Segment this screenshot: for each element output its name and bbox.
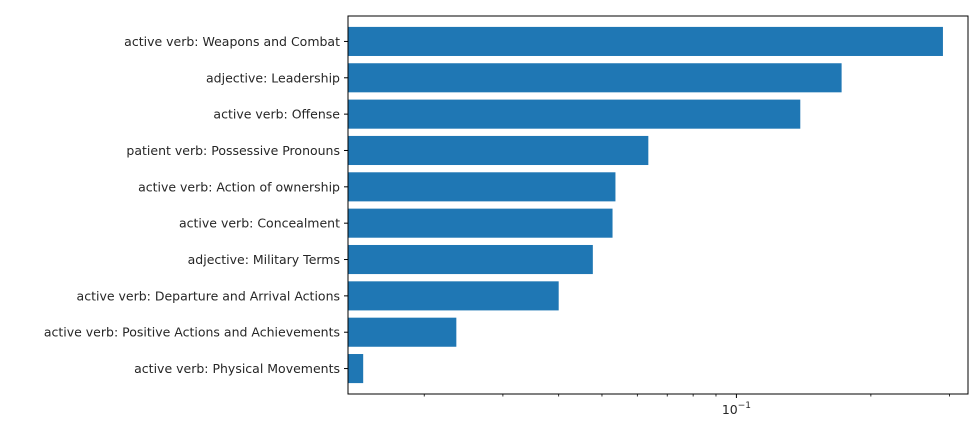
bar-4 <box>348 172 616 202</box>
x-tick-label-exponent: −1 <box>738 401 751 411</box>
x-tick-label-0: 10−1 <box>722 401 751 417</box>
bars-group <box>348 26 943 384</box>
bar-5 <box>348 208 613 238</box>
bar-1 <box>348 63 842 93</box>
category-label-3: patient verb: Possessive Pronouns <box>126 143 340 158</box>
bar-6 <box>348 244 593 275</box>
category-label-6: adjective: Military Terms <box>188 252 340 267</box>
x-tick-label-base: 10 <box>722 402 738 417</box>
bar-3 <box>348 135 649 166</box>
x-axis-ticks: 10−1 <box>423 394 950 417</box>
category-label-5: active verb: Concealment <box>179 216 340 231</box>
bar-0 <box>348 26 943 56</box>
category-label-1: adjective: Leadership <box>206 70 340 85</box>
category-label-7: active verb: Departure and Arrival Actio… <box>77 288 340 303</box>
category-label-9: active verb: Physical Movements <box>134 361 340 376</box>
plot-frame <box>347 15 969 395</box>
category-label-0: active verb: Weapons and Combat <box>124 34 340 49</box>
category-labels: active verb: Weapons and Combat adjective… <box>44 34 348 376</box>
bar-2 <box>348 99 801 129</box>
category-label-4: active verb: Action of ownership <box>138 179 340 194</box>
category-label-8: active verb: Positive Actions and Achiev… <box>44 325 340 340</box>
bar-9 <box>348 354 364 384</box>
category-label-2: active verb: Offense <box>213 107 340 122</box>
bar-8 <box>348 317 457 347</box>
bar-7 <box>348 281 559 311</box>
